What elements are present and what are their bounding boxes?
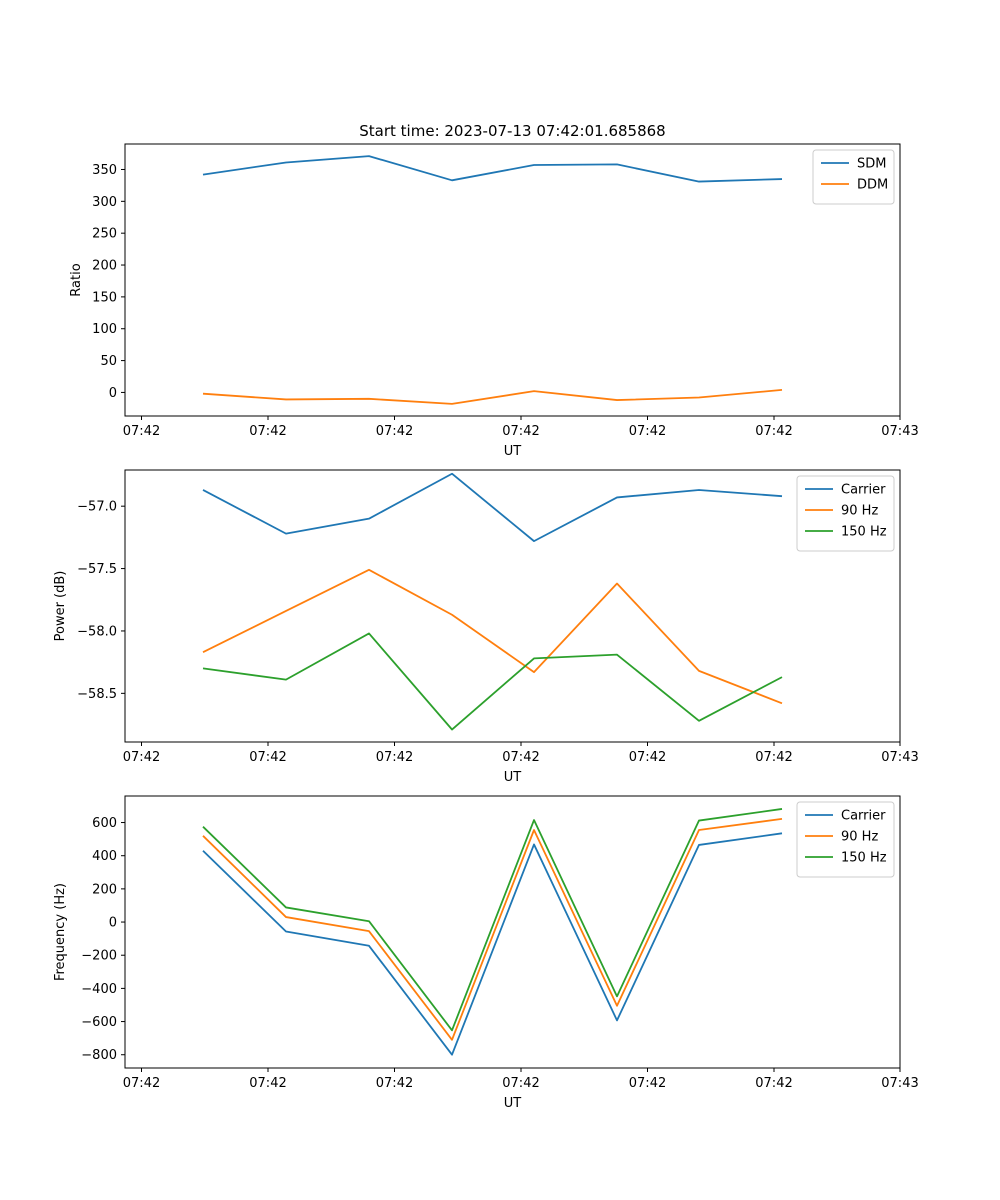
x-tick-label: 07:42 xyxy=(502,424,539,439)
x-tick-label: 07:42 xyxy=(502,750,539,765)
series-line-carrier xyxy=(202,832,783,1056)
x-tick-label: 07:42 xyxy=(376,424,413,439)
series-line-150-hz xyxy=(202,808,783,1032)
x-tick-label: 07:42 xyxy=(755,750,792,765)
y-tick-label: −58.0 xyxy=(77,624,117,639)
y-tick-label: 200 xyxy=(92,882,117,897)
series-line-carrier xyxy=(202,472,783,543)
y-axis-label: Ratio xyxy=(69,263,84,296)
y-tick-label: 150 xyxy=(92,290,117,305)
legend-label: Carrier xyxy=(841,483,886,498)
legend-box xyxy=(796,801,895,878)
y-axis-label: Power (dB) xyxy=(53,571,68,642)
figure-title: Start time: 2023-07-13 07:42:01.685868 xyxy=(359,122,665,140)
x-tick-label: 07:42 xyxy=(123,1076,160,1091)
x-tick-label: 07:42 xyxy=(123,424,160,439)
x-tick-label: 07:43 xyxy=(881,424,918,439)
x-tick-label: 07:42 xyxy=(249,424,286,439)
series-line-90-hz xyxy=(202,568,783,705)
y-tick-label: 400 xyxy=(92,849,117,864)
series-line-sdm xyxy=(202,155,783,183)
y-tick-label: 300 xyxy=(92,195,117,210)
y-tick-label: 200 xyxy=(92,259,117,274)
legend: Carrier 90 Hz 150 Hz xyxy=(796,801,895,878)
x-tick-label: 07:42 xyxy=(249,750,286,765)
legend-box xyxy=(796,475,895,552)
x-tick-label: 07:43 xyxy=(881,750,918,765)
legend-label: 90 Hz xyxy=(841,504,878,519)
series-line-ddm xyxy=(202,388,783,405)
y-tick-label: 350 xyxy=(92,163,117,178)
y-tick-label: 0 xyxy=(109,916,117,931)
y-tick-label: −400 xyxy=(81,982,117,997)
chart-panel-3: 07:42 07:42 07:42 07:42 07:42 07:42 07:43 UT −80… xyxy=(53,795,919,1111)
legend: SDM DDM xyxy=(812,149,895,205)
legend-label: 150 Hz xyxy=(841,851,887,866)
y-tick-label: −58.5 xyxy=(77,687,117,702)
chart-panel-2: 07:42 07:42 07:42 07:42 07:42 07:42 07:43 UT −57… xyxy=(53,469,919,785)
y-tick-label: −57.5 xyxy=(77,562,117,577)
y-tick-label: 0 xyxy=(109,386,117,401)
y-tick-label: −57.0 xyxy=(77,500,117,515)
y-axis-label: Frequency (Hz) xyxy=(53,883,68,981)
x-tick-label: 07:42 xyxy=(755,1076,792,1091)
axes-frame xyxy=(124,143,901,417)
y-tick-label: −200 xyxy=(81,949,117,964)
series-line-150-hz xyxy=(202,632,783,731)
x-tick-label: 07:42 xyxy=(755,424,792,439)
legend-label: 90 Hz xyxy=(841,830,878,845)
axes-frame xyxy=(124,795,901,1069)
y-tick-label: 600 xyxy=(92,816,117,831)
legend: Carrier 90 Hz 150 Hz xyxy=(796,475,895,552)
legend-label: SDM xyxy=(857,157,886,172)
y-tick-label: 50 xyxy=(100,354,117,369)
x-tick-label: 07:42 xyxy=(249,1076,286,1091)
y-tick-label: −800 xyxy=(81,1048,117,1063)
axes-frame xyxy=(124,469,901,743)
y-tick-label: −600 xyxy=(81,1015,117,1030)
x-axis-label: UT xyxy=(504,770,522,785)
legend-label: 150 Hz xyxy=(841,525,887,540)
y-tick-label: 250 xyxy=(92,227,117,242)
x-tick-label: 07:42 xyxy=(629,424,666,439)
x-axis-label: UT xyxy=(504,444,522,459)
x-tick-label: 07:42 xyxy=(376,1076,413,1091)
legend-label: DDM xyxy=(857,178,888,193)
x-tick-label: 07:43 xyxy=(881,1076,918,1091)
legend-label: Carrier xyxy=(841,809,886,824)
x-tick-label: 07:42 xyxy=(123,750,160,765)
x-tick-label: 07:42 xyxy=(502,1076,539,1091)
x-axis-label: UT xyxy=(504,1096,522,1111)
chart-panel-1: 07:42 07:42 07:42 07:42 07:42 07:42 07:43 UT 0 50… xyxy=(69,143,919,459)
series-line-90-hz xyxy=(202,817,783,1041)
x-tick-label: 07:42 xyxy=(376,750,413,765)
x-tick-label: 07:42 xyxy=(629,1076,666,1091)
x-tick-label: 07:42 xyxy=(629,750,666,765)
y-tick-label: 100 xyxy=(92,322,117,337)
